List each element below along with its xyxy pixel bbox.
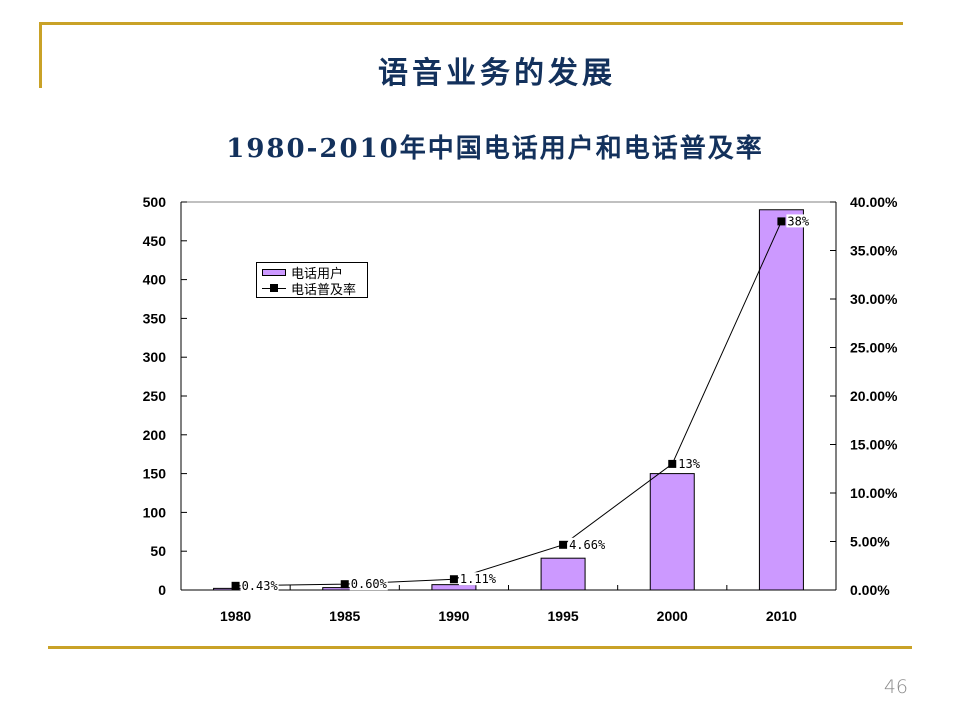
- left-axis-tick-label: 350: [143, 310, 167, 326]
- data-label-background: [786, 214, 811, 228]
- legend-item-users: 电话用户: [262, 264, 344, 282]
- line-marker-swatch-icon: [262, 280, 286, 296]
- square-marker-icon: [777, 217, 786, 226]
- chart-title: 1980-2010年中国电话用户和电话普及率: [226, 134, 764, 164]
- square-marker-icon: [449, 575, 458, 584]
- data-label: 4.66%: [569, 538, 606, 552]
- x-axis-category-label: 1995: [548, 608, 579, 624]
- legend-label: 电话用户: [291, 266, 344, 282]
- bar-2000: [649, 473, 695, 591]
- bar-1990: [431, 584, 477, 591]
- left-axis-tick-label: 500: [143, 194, 167, 210]
- data-label-background: [677, 456, 701, 470]
- right-axis-tick-label: 25.00%: [850, 340, 898, 356]
- data-label-background: [458, 572, 497, 586]
- left-axis-tick-label: 300: [143, 349, 167, 365]
- data-label: 38%: [787, 214, 809, 228]
- data-label-background: [568, 537, 607, 551]
- left-accent-rule: [39, 22, 42, 88]
- left-axis-tick-label: 450: [143, 233, 167, 249]
- legend-item-penetration: 电话普及率: [262, 280, 357, 298]
- data-label: 13%: [678, 457, 700, 471]
- penetration-line: [235, 221, 782, 587]
- right-axis-tick-label: 35.00%: [850, 243, 898, 259]
- bar-2010: [758, 209, 804, 591]
- x-axis-category-label: 1990: [438, 608, 469, 624]
- x-axis-category-label: 1985: [329, 608, 360, 624]
- left-axis-tick-label: 50: [150, 543, 166, 559]
- data-label: 0.60%: [351, 577, 388, 591]
- right-axis-tick-label: 10.00%: [850, 485, 898, 501]
- square-marker-icon: [559, 540, 568, 549]
- left-axis-tick-label: 250: [143, 388, 167, 404]
- data-label-background: [240, 578, 279, 592]
- x-axis-category-label: 2000: [657, 608, 688, 624]
- data-label: 0.43%: [242, 579, 279, 593]
- left-axis-tick-label: 200: [143, 427, 167, 443]
- data-label-background: [349, 577, 388, 591]
- square-marker-icon: [231, 581, 240, 590]
- right-axis-tick-label: 20.00%: [850, 388, 898, 404]
- left-axis-tick-label: 0: [158, 582, 166, 598]
- square-marker-icon: [340, 580, 349, 589]
- right-axis-tick-label: 0.00%: [850, 582, 890, 598]
- chart-legend: 电话用户 电话普及率: [256, 262, 368, 298]
- slide-title: 语音业务的发展: [378, 56, 616, 91]
- bar-1995: [540, 557, 586, 591]
- top-accent-rule: [40, 22, 903, 25]
- page-number: 46: [883, 676, 908, 698]
- bottom-accent-rule: [48, 646, 912, 649]
- square-marker-icon: [668, 459, 677, 468]
- left-axis-tick-label: 100: [143, 504, 167, 520]
- right-axis-tick-label: 5.00%: [850, 534, 890, 550]
- right-axis-tick-label: 30.00%: [850, 291, 898, 307]
- right-axis-tick-label: 15.00%: [850, 437, 898, 453]
- left-axis-tick-label: 150: [143, 466, 167, 482]
- data-label: 1.11%: [460, 572, 497, 586]
- x-axis-category-label: 2010: [766, 608, 797, 624]
- x-axis-category-label: 1980: [220, 608, 251, 624]
- legend-label: 电话普及率: [291, 282, 357, 298]
- left-axis-tick-label: 400: [143, 272, 167, 288]
- bar-swatch-icon: [262, 268, 286, 276]
- right-axis-tick-label: 40.00%: [850, 194, 898, 210]
